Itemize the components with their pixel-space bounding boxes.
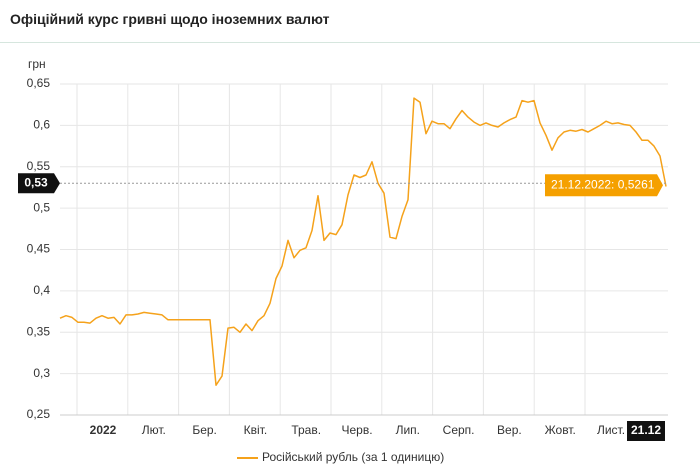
- y-tick-label: 0,55: [27, 159, 51, 173]
- x-tick-label: Жовт.: [545, 423, 576, 437]
- x-tick-label: Квіт.: [244, 423, 268, 437]
- tooltip-box: [545, 174, 663, 197]
- header: Офіційний курс гривні щодо іноземних вал…: [0, 0, 700, 43]
- crosshair-badge: [18, 173, 60, 194]
- y-tick-label: 0,4: [33, 283, 50, 297]
- tooltip-text: 21.12.2022: 0,5261: [551, 177, 655, 191]
- x-tick-label: Вер.: [497, 423, 522, 437]
- chart: грн 0,25 0,3 0,35 0,4 0,45 0,5 0,55 0,6 0,65 2022 Л…: [18, 57, 668, 464]
- x-tick-label: Лист.: [597, 423, 625, 437]
- x-tick-label: Лют.: [142, 423, 166, 437]
- y-tick-label: 0,3: [33, 366, 50, 380]
- line: [59, 97, 667, 386]
- y-tick-label: 0,65: [27, 76, 51, 90]
- x-tick-label: 2022: [90, 423, 117, 437]
- y-tick-label: 0,25: [27, 407, 51, 421]
- x-tick-label: Лип.: [396, 423, 420, 437]
- x-end-label: 21.12: [631, 423, 661, 437]
- crosshair-label: 0,53: [24, 175, 48, 189]
- y-tick-label: 0,35: [27, 324, 51, 338]
- y-tick-label: 0,45: [27, 242, 51, 256]
- x-tick-label: Черв.: [341, 423, 372, 437]
- x-tick-label: Серп.: [443, 423, 475, 437]
- x-tick-label: Трав.: [291, 423, 321, 437]
- chart-title: Офіційний курс гривні щодо іноземних вал…: [10, 11, 330, 27]
- legend-label: Російський рубль (за 1 одиницю): [262, 450, 444, 464]
- x-tick-label: Бер.: [192, 423, 217, 437]
- y-tick-label: 0,6: [33, 118, 50, 132]
- y-tick-label: 0,5: [33, 200, 50, 214]
- x-end-badge: [627, 421, 665, 441]
- y-axis-label: грн: [28, 57, 46, 71]
